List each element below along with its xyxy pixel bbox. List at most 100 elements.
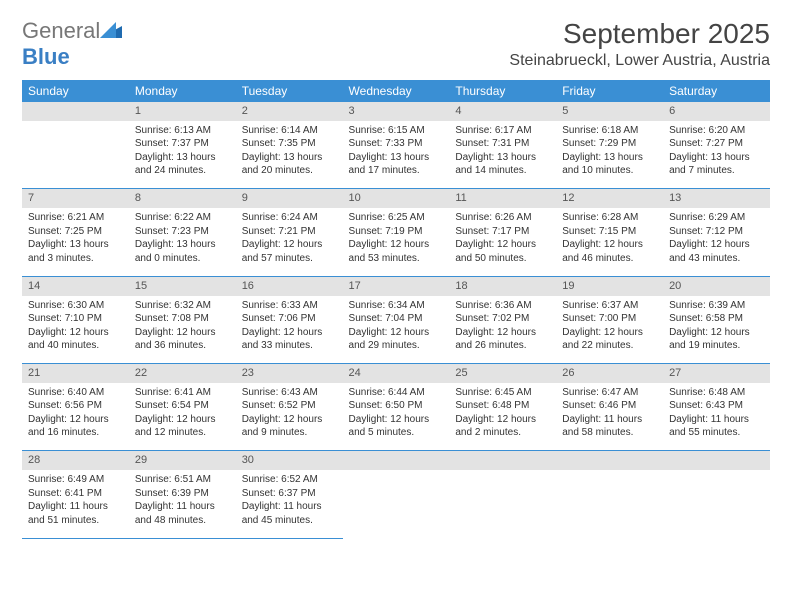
calendar-table: SundayMondayTuesdayWednesdayThursdayFrid… <box>22 80 770 539</box>
day-number: 9 <box>236 189 343 208</box>
sunrise-text: Sunrise: 6:14 AM <box>242 124 337 138</box>
day-number: 1 <box>129 102 236 121</box>
day-number: 5 <box>556 102 663 121</box>
day-cell: Sunrise: 6:14 AMSunset: 7:35 PMDaylight:… <box>236 121 343 189</box>
day-cell: Sunrise: 6:40 AMSunset: 6:56 PMDaylight:… <box>22 383 129 451</box>
daylight-text: Daylight: 11 hours and 48 minutes. <box>135 500 230 527</box>
day-data-row: Sunrise: 6:49 AMSunset: 6:41 PMDaylight:… <box>22 470 770 538</box>
sunrise-text: Sunrise: 6:17 AM <box>455 124 550 138</box>
sunset-text: Sunset: 6:56 PM <box>28 399 123 413</box>
day-number-row: 123456 <box>22 102 770 121</box>
day-number: 29 <box>129 451 236 470</box>
logo-word-blue: Blue <box>22 44 70 69</box>
sunrise-text: Sunrise: 6:13 AM <box>135 124 230 138</box>
sunrise-text: Sunrise: 6:37 AM <box>562 299 657 313</box>
day-cell: Sunrise: 6:49 AMSunset: 6:41 PMDaylight:… <box>22 470 129 538</box>
day-cell: Sunrise: 6:48 AMSunset: 6:43 PMDaylight:… <box>663 383 770 451</box>
day-number: 8 <box>129 189 236 208</box>
sunrise-text: Sunrise: 6:26 AM <box>455 211 550 225</box>
sunset-text: Sunset: 7:10 PM <box>28 312 123 326</box>
logo: General Blue <box>22 18 122 70</box>
daylight-text: Daylight: 11 hours and 58 minutes. <box>562 413 657 440</box>
day-cell <box>22 121 129 189</box>
day-header: Sunday <box>22 80 129 102</box>
sunrise-text: Sunrise: 6:29 AM <box>669 211 764 225</box>
sunrise-text: Sunrise: 6:32 AM <box>135 299 230 313</box>
day-number: 2 <box>236 102 343 121</box>
sunrise-text: Sunrise: 6:24 AM <box>242 211 337 225</box>
day-number: 14 <box>22 276 129 295</box>
sunrise-text: Sunrise: 6:47 AM <box>562 386 657 400</box>
daylight-text: Daylight: 12 hours and 19 minutes. <box>669 326 764 353</box>
day-number: 24 <box>343 364 450 383</box>
day-cell: Sunrise: 6:52 AMSunset: 6:37 PMDaylight:… <box>236 470 343 538</box>
sunset-text: Sunset: 6:48 PM <box>455 399 550 413</box>
day-number: 23 <box>236 364 343 383</box>
day-number <box>449 451 556 470</box>
day-number: 17 <box>343 276 450 295</box>
day-header: Saturday <box>663 80 770 102</box>
day-cell: Sunrise: 6:43 AMSunset: 6:52 PMDaylight:… <box>236 383 343 451</box>
logo-triangle-icon <box>100 18 122 44</box>
sunrise-text: Sunrise: 6:28 AM <box>562 211 657 225</box>
sunset-text: Sunset: 6:50 PM <box>349 399 444 413</box>
day-number-row: 21222324252627 <box>22 364 770 383</box>
day-number <box>22 102 129 121</box>
day-cell: Sunrise: 6:24 AMSunset: 7:21 PMDaylight:… <box>236 208 343 276</box>
day-cell: Sunrise: 6:21 AMSunset: 7:25 PMDaylight:… <box>22 208 129 276</box>
month-title: September 2025 <box>509 18 770 50</box>
day-number: 19 <box>556 276 663 295</box>
header: General Blue September 2025 Steinabrueck… <box>22 18 770 70</box>
sunset-text: Sunset: 6:39 PM <box>135 487 230 501</box>
sunset-text: Sunset: 7:29 PM <box>562 137 657 151</box>
day-header: Tuesday <box>236 80 343 102</box>
day-cell: Sunrise: 6:34 AMSunset: 7:04 PMDaylight:… <box>343 296 450 364</box>
day-number: 30 <box>236 451 343 470</box>
daylight-text: Daylight: 13 hours and 3 minutes. <box>28 238 123 265</box>
sunrise-text: Sunrise: 6:52 AM <box>242 473 337 487</box>
day-cell: Sunrise: 6:44 AMSunset: 6:50 PMDaylight:… <box>343 383 450 451</box>
sunset-text: Sunset: 7:00 PM <box>562 312 657 326</box>
sunrise-text: Sunrise: 6:15 AM <box>349 124 444 138</box>
day-cell: Sunrise: 6:25 AMSunset: 7:19 PMDaylight:… <box>343 208 450 276</box>
day-number: 13 <box>663 189 770 208</box>
day-number: 26 <box>556 364 663 383</box>
day-data-row: Sunrise: 6:21 AMSunset: 7:25 PMDaylight:… <box>22 208 770 276</box>
sunrise-text: Sunrise: 6:40 AM <box>28 386 123 400</box>
day-number-row: 14151617181920 <box>22 276 770 295</box>
day-number: 6 <box>663 102 770 121</box>
sunset-text: Sunset: 7:12 PM <box>669 225 764 239</box>
sunrise-text: Sunrise: 6:18 AM <box>562 124 657 138</box>
sunrise-text: Sunrise: 6:41 AM <box>135 386 230 400</box>
day-cell: Sunrise: 6:47 AMSunset: 6:46 PMDaylight:… <box>556 383 663 451</box>
day-cell <box>556 470 663 538</box>
sunrise-text: Sunrise: 6:48 AM <box>669 386 764 400</box>
day-cell: Sunrise: 6:26 AMSunset: 7:17 PMDaylight:… <box>449 208 556 276</box>
day-number: 3 <box>343 102 450 121</box>
sunset-text: Sunset: 6:52 PM <box>242 399 337 413</box>
daylight-text: Daylight: 12 hours and 16 minutes. <box>28 413 123 440</box>
location: Steinabrueckl, Lower Austria, Austria <box>509 52 770 70</box>
daylight-text: Daylight: 12 hours and 40 minutes. <box>28 326 123 353</box>
day-cell <box>663 470 770 538</box>
daylight-text: Daylight: 11 hours and 51 minutes. <box>28 500 123 527</box>
day-cell: Sunrise: 6:51 AMSunset: 6:39 PMDaylight:… <box>129 470 236 538</box>
sunrise-text: Sunrise: 6:45 AM <box>455 386 550 400</box>
sunrise-text: Sunrise: 6:51 AM <box>135 473 230 487</box>
sunset-text: Sunset: 7:04 PM <box>349 312 444 326</box>
sunrise-text: Sunrise: 6:33 AM <box>242 299 337 313</box>
sunset-text: Sunset: 7:06 PM <box>242 312 337 326</box>
day-cell: Sunrise: 6:39 AMSunset: 6:58 PMDaylight:… <box>663 296 770 364</box>
sunset-text: Sunset: 7:35 PM <box>242 137 337 151</box>
sunrise-text: Sunrise: 6:34 AM <box>349 299 444 313</box>
day-header: Thursday <box>449 80 556 102</box>
day-number <box>663 451 770 470</box>
sunset-text: Sunset: 7:23 PM <box>135 225 230 239</box>
day-number: 4 <box>449 102 556 121</box>
day-data-row: Sunrise: 6:13 AMSunset: 7:37 PMDaylight:… <box>22 121 770 189</box>
daylight-text: Daylight: 12 hours and 43 minutes. <box>669 238 764 265</box>
day-cell: Sunrise: 6:45 AMSunset: 6:48 PMDaylight:… <box>449 383 556 451</box>
title-block: September 2025 Steinabrueckl, Lower Aust… <box>509 18 770 70</box>
day-number: 7 <box>22 189 129 208</box>
day-number <box>556 451 663 470</box>
